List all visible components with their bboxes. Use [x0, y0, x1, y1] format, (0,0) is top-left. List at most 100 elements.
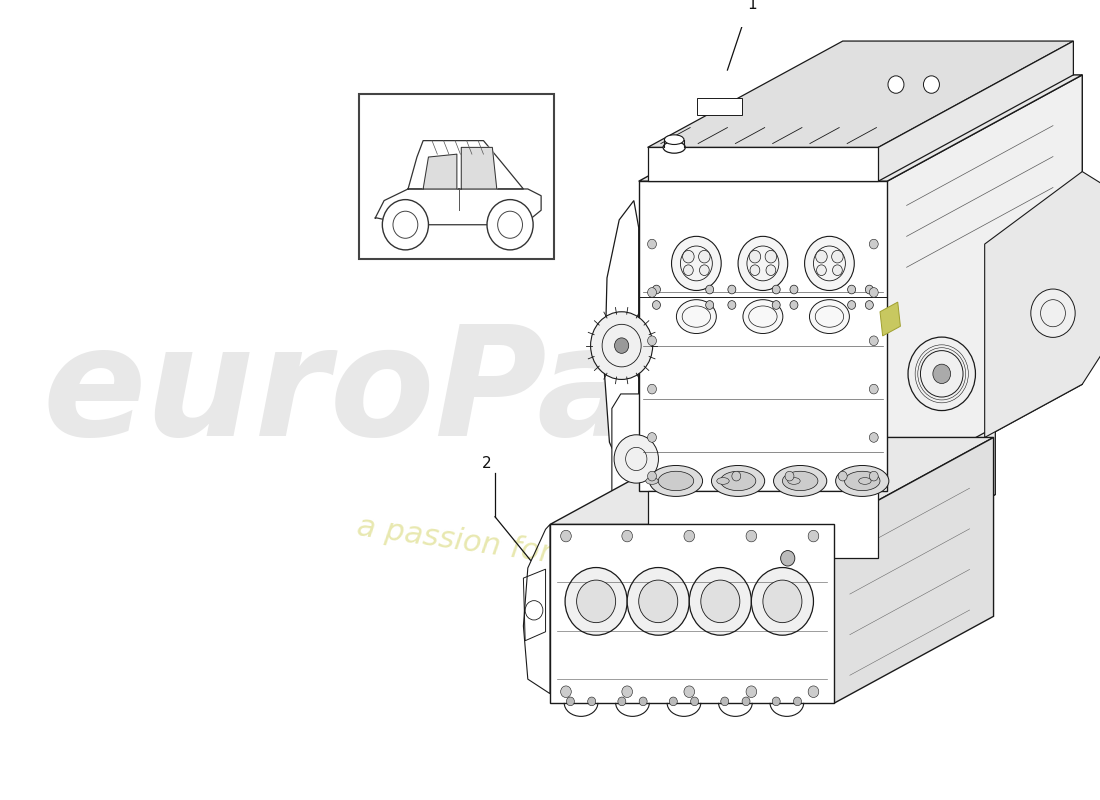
Circle shape: [808, 686, 818, 698]
Circle shape: [766, 250, 777, 263]
Ellipse shape: [717, 478, 729, 484]
Circle shape: [691, 697, 698, 706]
Ellipse shape: [810, 300, 849, 334]
Polygon shape: [639, 182, 887, 490]
Circle shape: [728, 285, 736, 294]
Circle shape: [639, 580, 678, 622]
Polygon shape: [880, 302, 901, 336]
Polygon shape: [648, 41, 1074, 147]
Circle shape: [618, 697, 626, 706]
Circle shape: [639, 697, 647, 706]
Circle shape: [614, 434, 659, 483]
Circle shape: [751, 567, 814, 635]
Circle shape: [750, 265, 760, 275]
Circle shape: [669, 697, 678, 706]
Polygon shape: [375, 189, 541, 225]
Circle shape: [621, 686, 632, 698]
Circle shape: [487, 200, 534, 250]
Circle shape: [684, 530, 694, 542]
Circle shape: [866, 301, 873, 310]
Circle shape: [749, 250, 761, 263]
Circle shape: [772, 301, 780, 310]
Polygon shape: [887, 75, 1082, 298]
Circle shape: [790, 301, 798, 310]
Circle shape: [785, 471, 794, 481]
Polygon shape: [887, 75, 1082, 490]
Circle shape: [781, 550, 795, 566]
Circle shape: [700, 265, 710, 275]
Circle shape: [701, 580, 740, 622]
Circle shape: [648, 336, 657, 346]
Circle shape: [866, 285, 873, 294]
Ellipse shape: [658, 471, 694, 490]
Circle shape: [888, 76, 904, 94]
Polygon shape: [550, 438, 993, 525]
Polygon shape: [550, 525, 834, 703]
Ellipse shape: [664, 135, 684, 145]
Circle shape: [690, 567, 751, 635]
Circle shape: [648, 433, 657, 442]
Circle shape: [804, 236, 855, 290]
Circle shape: [869, 433, 878, 442]
Circle shape: [746, 686, 757, 698]
Circle shape: [766, 265, 775, 275]
Circle shape: [848, 301, 856, 310]
Ellipse shape: [646, 478, 658, 484]
Circle shape: [576, 580, 616, 622]
Circle shape: [772, 285, 780, 294]
Circle shape: [683, 250, 694, 263]
Polygon shape: [408, 141, 524, 189]
Polygon shape: [834, 438, 993, 703]
Circle shape: [790, 285, 798, 294]
Circle shape: [648, 287, 657, 298]
Polygon shape: [424, 154, 456, 189]
Circle shape: [615, 338, 629, 354]
Circle shape: [383, 200, 429, 250]
Ellipse shape: [712, 466, 764, 497]
Circle shape: [648, 239, 657, 249]
Ellipse shape: [836, 466, 889, 497]
Polygon shape: [524, 569, 546, 641]
Ellipse shape: [663, 142, 685, 154]
Polygon shape: [878, 427, 996, 558]
Circle shape: [587, 697, 596, 706]
Ellipse shape: [788, 478, 800, 484]
Circle shape: [706, 301, 714, 310]
Circle shape: [832, 250, 844, 263]
Polygon shape: [648, 490, 878, 558]
Ellipse shape: [742, 300, 783, 334]
Bar: [360, 94, 554, 258]
Circle shape: [746, 530, 757, 542]
Polygon shape: [878, 41, 1074, 182]
Circle shape: [772, 697, 780, 706]
Polygon shape: [461, 147, 497, 189]
Ellipse shape: [845, 471, 880, 490]
Polygon shape: [984, 171, 1100, 438]
Circle shape: [869, 287, 878, 298]
Circle shape: [848, 285, 856, 294]
Circle shape: [652, 301, 660, 310]
Circle shape: [684, 686, 694, 698]
Circle shape: [561, 530, 571, 542]
Ellipse shape: [676, 300, 716, 334]
Circle shape: [816, 250, 827, 263]
Ellipse shape: [782, 471, 818, 490]
Circle shape: [869, 239, 878, 249]
Polygon shape: [648, 494, 996, 558]
Circle shape: [648, 384, 657, 394]
Circle shape: [627, 567, 690, 635]
Circle shape: [869, 384, 878, 394]
Circle shape: [648, 471, 657, 481]
Circle shape: [621, 530, 632, 542]
Circle shape: [816, 265, 826, 275]
Circle shape: [908, 337, 976, 410]
Text: 1: 1: [747, 0, 757, 12]
Polygon shape: [605, 201, 639, 475]
Circle shape: [933, 364, 950, 383]
Circle shape: [738, 236, 788, 290]
Ellipse shape: [773, 466, 827, 497]
Polygon shape: [612, 394, 661, 500]
Polygon shape: [648, 147, 878, 182]
Circle shape: [732, 471, 740, 481]
Circle shape: [728, 301, 736, 310]
